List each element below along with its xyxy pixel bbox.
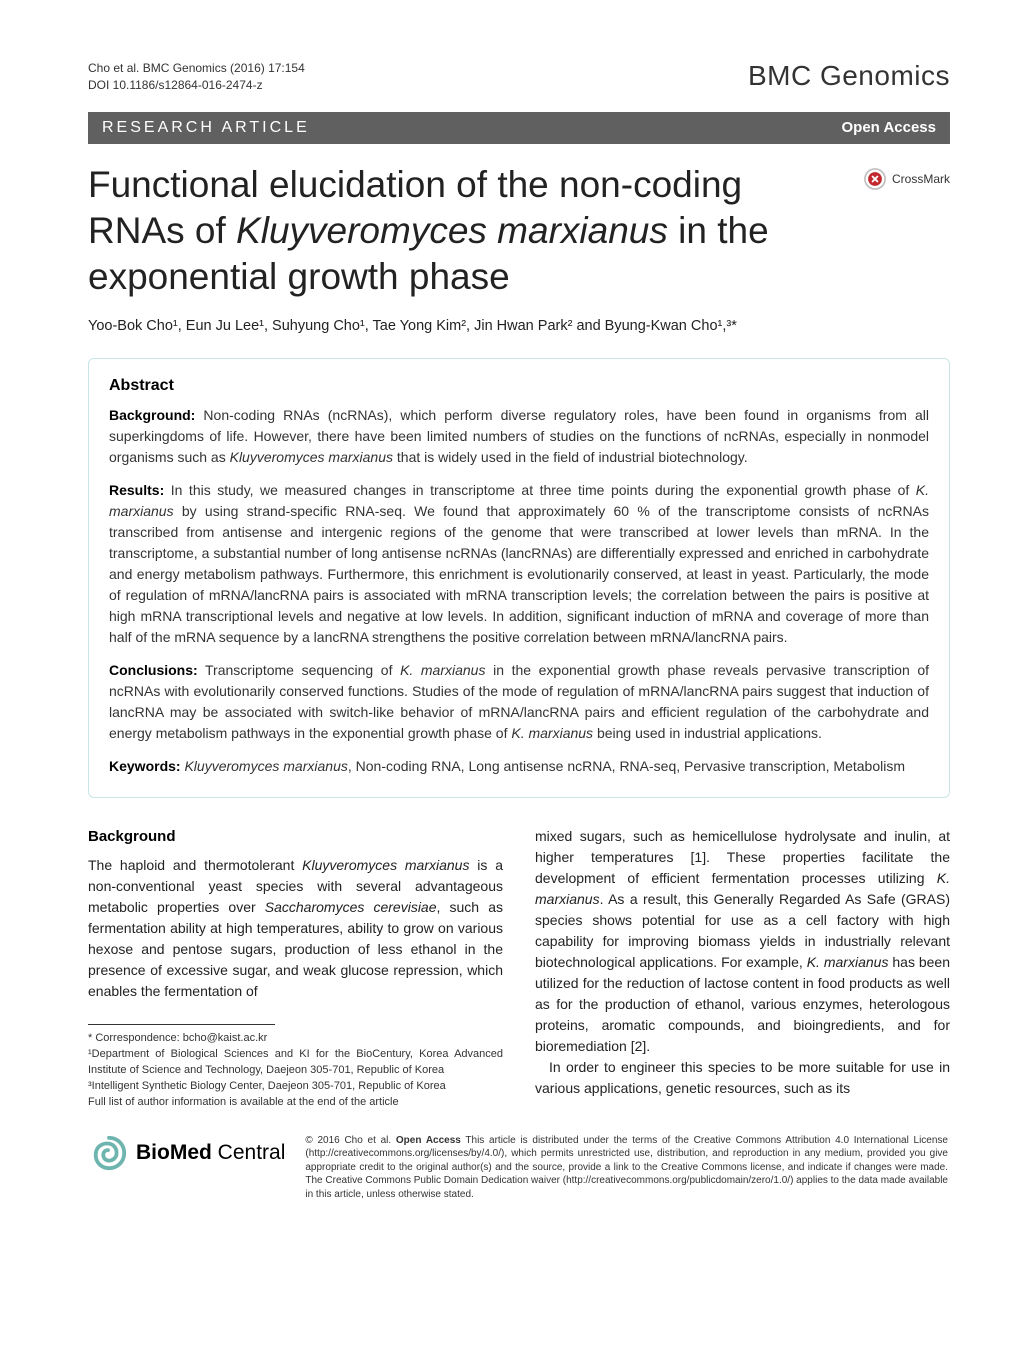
abstract-results-label: Results: [109, 482, 164, 498]
biomed-central-logo: BioMed Central [90, 1134, 285, 1172]
footnote-fulllist: Full list of author information is avail… [88, 1095, 503, 1110]
footer: BioMed Central © 2016 Cho et al. Open Ac… [88, 1134, 950, 1202]
footnote-separator [88, 1024, 275, 1025]
left-it1: Kluyveromyces marxianus [302, 857, 469, 873]
biomed-swirl-icon [90, 1134, 128, 1172]
header-row: Cho et al. BMC Genomics (2016) 17:154 DO… [88, 60, 950, 94]
abstract-results-pre: In this study, we measured changes in tr… [164, 482, 916, 498]
license-text: © 2016 Cho et al. Open Access This artic… [305, 1134, 948, 1202]
license-pre: © 2016 Cho et al. [305, 1135, 396, 1146]
author-list: Yoo-Bok Cho¹, Eun Ju Lee¹, Suhyung Cho¹,… [88, 318, 950, 334]
abstract-conclusions-it1: K. marxianus [400, 662, 485, 678]
title-italic: Kluyveromyces marxianus [236, 210, 668, 251]
footnote-aff1: ¹Department of Biological Sciences and K… [88, 1047, 503, 1078]
abstract-conclusions-pre: Transcriptome sequencing of [198, 662, 400, 678]
footnote-aff3: ³Intelligent Synthetic Biology Center, D… [88, 1079, 503, 1094]
abstract-results-post: by using strand-specific RNA-seq. We fou… [109, 503, 929, 645]
citation-line: Cho et al. BMC Genomics (2016) 17:154 [88, 60, 305, 77]
crossmark-badge[interactable]: CrossMark [864, 168, 950, 190]
right-paragraph-1: mixed sugars, such as hemicellulose hydr… [535, 826, 950, 1057]
left-pre: The haploid and thermotolerant [88, 857, 302, 873]
abstract-conclusions-label: Conclusions: [109, 662, 198, 678]
article-title: Functional elucidation of the non-coding… [88, 162, 864, 301]
page-container: Cho et al. BMC Genomics (2016) 17:154 DO… [0, 0, 1020, 1241]
article-type-bar: RESEARCH ARTICLE Open Access [88, 112, 950, 144]
crossmark-label: CrossMark [892, 172, 950, 186]
abstract-heading: Abstract [109, 377, 929, 395]
crossmark-icon [864, 168, 886, 190]
right-column: mixed sugars, such as hemicellulose hydr… [535, 826, 950, 1111]
open-access-label: Open Access [842, 119, 937, 136]
left-column: Background The haploid and thermotoleran… [88, 826, 503, 1111]
right-pre: mixed sugars, such as hemicellulose hydr… [535, 828, 950, 886]
right-paragraph-2: In order to engineer this species to be … [535, 1057, 950, 1099]
abstract-background-label: Background: [109, 407, 195, 423]
abstract-keywords-post: , Non-coding RNA, Long antisense ncRNA, … [348, 758, 905, 774]
license-bold: Open Access [396, 1135, 461, 1146]
abstract-conclusions-it2: K. marxianus [511, 725, 593, 741]
citation-meta: Cho et al. BMC Genomics (2016) 17:154 DO… [88, 60, 305, 94]
title-wrap: Functional elucidation of the non-coding… [88, 162, 950, 301]
abstract-results: Results: In this study, we measured chan… [109, 480, 929, 648]
article-type-label: RESEARCH ARTICLE [102, 119, 310, 137]
left-paragraph: The haploid and thermotolerant Kluyverom… [88, 855, 503, 1002]
background-heading: Background [88, 826, 503, 849]
abstract-keywords-it: Kluyveromyces marxianus [181, 758, 348, 774]
abstract-conclusions: Conclusions: Transcriptome sequencing of… [109, 660, 929, 744]
abstract-keywords-label: Keywords: [109, 758, 181, 774]
abstract-box: Abstract Background: Non-coding RNAs (nc… [88, 358, 950, 798]
journal-name: BMC Genomics [748, 60, 950, 92]
abstract-conclusions-post: being used in industrial applications. [593, 725, 822, 741]
abstract-background-post: that is widely used in the field of indu… [393, 449, 748, 465]
abstract-background-it: Kluyveromyces marxianus [230, 449, 393, 465]
right-it2: K. marxianus [807, 954, 889, 970]
biomed-central-text: BioMed Central [136, 1141, 285, 1165]
footnotes: * Correspondence: bcho@kaist.ac.kr ¹Depa… [88, 1031, 503, 1111]
left-it2: Saccharomyces cerevisiae [265, 899, 437, 915]
body-columns: Background The haploid and thermotoleran… [88, 826, 950, 1111]
doi-line: DOI 10.1186/s12864-016-2474-z [88, 77, 305, 94]
abstract-keywords: Keywords: Kluyveromyces marxianus, Non-c… [109, 756, 929, 777]
abstract-background: Background: Non-coding RNAs (ncRNAs), wh… [109, 405, 929, 468]
footnote-correspondence: * Correspondence: bcho@kaist.ac.kr [88, 1031, 503, 1046]
